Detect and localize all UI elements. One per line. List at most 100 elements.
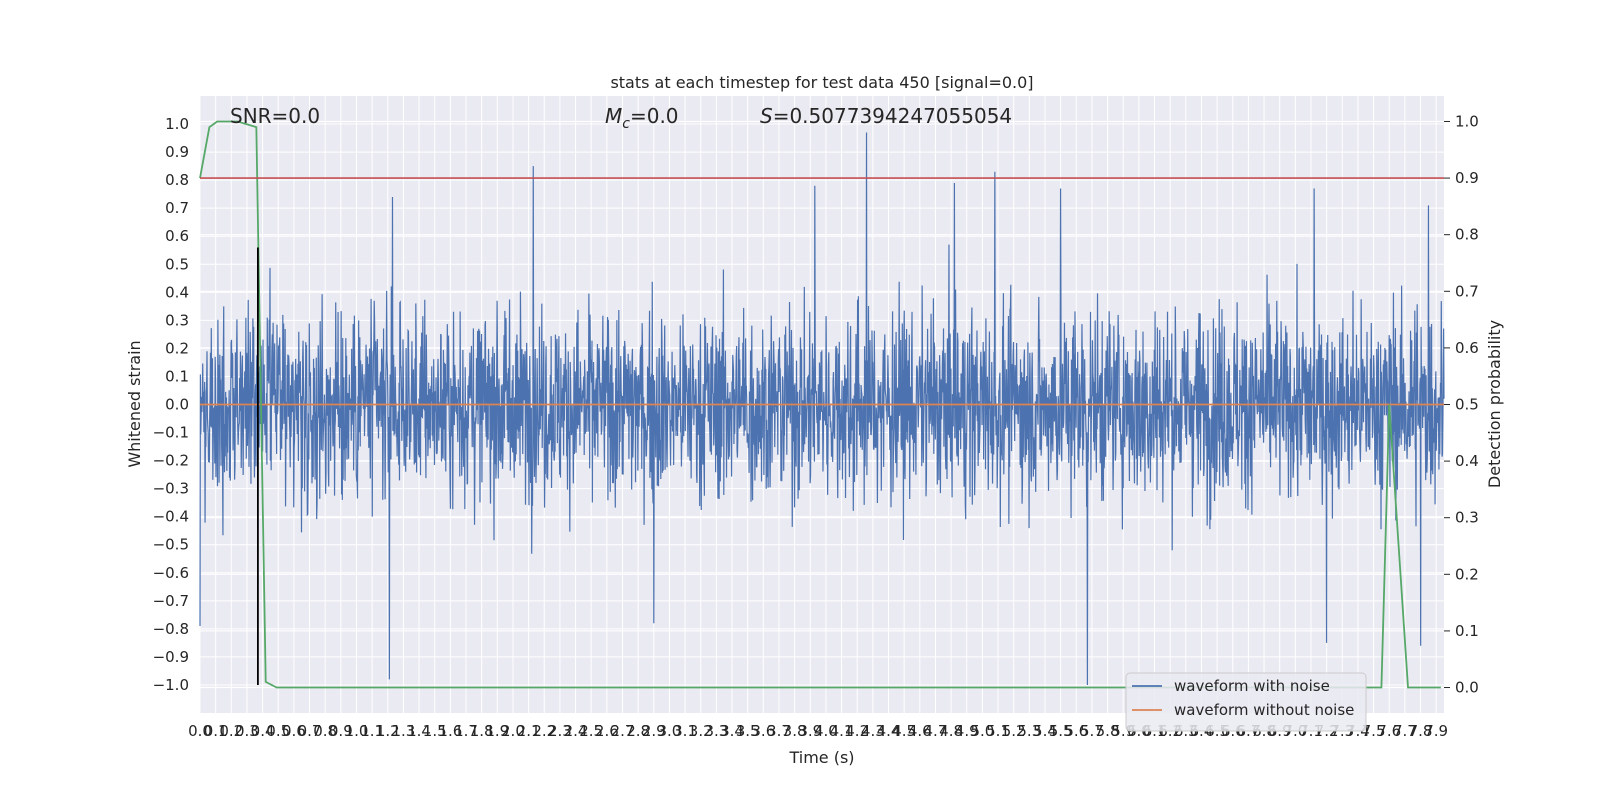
y-tick-label: 0.6 (165, 227, 189, 245)
chart-title: stats at each timestep for test data 450… (610, 73, 1033, 92)
y-tick-label: 0.9 (165, 143, 189, 161)
x-tick-label: 2.9 (642, 722, 666, 740)
y-tick-label: 0.4 (165, 283, 189, 301)
x-tick-label: 5.2 (1002, 722, 1026, 740)
y-tick-label: 0.8 (165, 171, 189, 189)
x-tick-label: 7.5 (1362, 722, 1386, 740)
x-tick-label: 4.9 (955, 722, 979, 740)
x-tick-label: 4.0 (814, 722, 838, 740)
x-tick-label: 0.2 (219, 722, 243, 740)
x-tick-label: 5.7 (1080, 722, 1104, 740)
y2-ticks: 1.0 0.9 0.8 0.7 0.6 0.5 0.4 0.3 0.2 0.1 0.0 (1444, 112, 1479, 697)
x-tick-label: 7.8 (1409, 722, 1433, 740)
snr-annotation: SNR=0.0 (230, 104, 320, 128)
x-tick-label: 0.5 (266, 722, 290, 740)
y-tick-label: 0.3 (165, 311, 189, 329)
y-tick-label: 0.2 (165, 339, 189, 357)
x-tick-label: 0.8 (313, 722, 337, 740)
y2-tick-label: 0.8 (1455, 226, 1479, 244)
x-tick-label: 3.9 (798, 722, 822, 740)
x-tick-label: 0.7 (298, 722, 322, 740)
x-tick-label: 4.7 (924, 722, 948, 740)
y-tick-label: 0.1 (165, 367, 189, 385)
x-tick-label: 4.8 (939, 722, 963, 740)
x-tick-label: 3.3 (704, 722, 728, 740)
y2-tick-label: 0.6 (1455, 339, 1479, 357)
x-tick-label: 2.0 (501, 722, 525, 740)
mc-annotation: Mc=0.0 (605, 104, 679, 132)
detection-probability-line (199, 120, 1441, 689)
y2-tick-label: 0.9 (1455, 169, 1479, 187)
x-tick-label: 1.6 (438, 722, 462, 740)
x-tick-label: 5.3 (1017, 722, 1041, 740)
y-tick-label: −0.9 (153, 648, 189, 666)
y2-tick-label: 0.5 (1455, 396, 1479, 414)
legend: waveform with noise waveform without noi… (1125, 672, 1367, 732)
legend-label-clean: waveform without noise (1174, 701, 1354, 719)
y-tick-label: −0.2 (153, 452, 189, 470)
reference-lines (200, 177, 1444, 685)
x-tick-label: 1.1 (360, 722, 384, 740)
x-tick-label: 7.6 (1377, 722, 1401, 740)
x-tick-label: 1.9 (485, 722, 509, 740)
x-tick-label: 0.6 (282, 722, 306, 740)
s-symbol: S (760, 104, 773, 128)
y2-tick-label: 0.7 (1455, 282, 1479, 300)
x-tick-label: 7.9 (1424, 722, 1448, 740)
series-detection-probability (199, 120, 1441, 689)
x-tick-label: 3.6 (751, 722, 775, 740)
y-tick-label: −0.5 (153, 536, 189, 554)
x-tick-label: 4.2 (845, 722, 869, 740)
x-tick-label: 2.2 (532, 722, 556, 740)
x-tick-label: 1.7 (454, 722, 478, 740)
y-tick-label: −0.7 (153, 592, 189, 610)
y-tick-label: 0.0 (165, 396, 189, 414)
mc-value: =0.0 (630, 104, 679, 128)
mc-subscript: c (622, 116, 630, 132)
y-tick-label: 0.5 (165, 255, 189, 273)
x-tick-label: 0.1 (204, 722, 228, 740)
x-tick-label: 2.7 (611, 722, 635, 740)
legend-box (1125, 672, 1367, 732)
x-tick-label: 5.0 (970, 722, 994, 740)
y2-tick-label: 0.3 (1455, 509, 1479, 527)
y-tick-label: −1.0 (153, 676, 189, 694)
x-tick-label: 1.8 (470, 722, 494, 740)
x-tick-label: 7.7 (1393, 722, 1417, 740)
y2-tick-label: 0.0 (1455, 679, 1479, 697)
x-tick-label: 5.5 (1049, 722, 1073, 740)
y-tick-label: 1.0 (165, 115, 189, 133)
y-tick-label: 0.7 (165, 199, 189, 217)
x-tick-label: 2.3 (548, 722, 572, 740)
s-value: =0.5077394247055054 (773, 104, 1012, 128)
x-tick-label: 2.4 (564, 722, 588, 740)
x-tick-label: 3.7 (767, 722, 791, 740)
x-axis-label: Time (s) (788, 748, 854, 767)
x-tick-label: 4.4 (877, 722, 901, 740)
x-tick-label: 2.8 (626, 722, 650, 740)
x-tick-label: 3.5 (736, 722, 760, 740)
x-tick-label: 4.3 (861, 722, 885, 740)
x-tick-label: 0.9 (329, 722, 353, 740)
x-tick-label: 5.4 (1033, 722, 1057, 740)
y2-tick-label: 0.2 (1455, 565, 1479, 583)
y-axis-label: Whitened strain (125, 340, 144, 467)
y2-tick-label: 1.0 (1455, 112, 1479, 130)
x-tick-label: 2.1 (517, 722, 541, 740)
x-tick-label: 1.3 (391, 722, 415, 740)
s-annotation: S=0.5077394247055054 (760, 104, 1012, 128)
x-tick-label: 5.8 (1096, 722, 1120, 740)
x-tick-label: 3.8 (783, 722, 807, 740)
y-tick-label: −0.8 (153, 620, 189, 638)
x-tick-label: 0.4 (251, 722, 275, 740)
x-tick-label: 4.5 (892, 722, 916, 740)
y2-tick-label: 0.4 (1455, 452, 1479, 470)
y-tick-label: −0.4 (153, 508, 189, 526)
mc-symbol: M (605, 104, 622, 128)
x-tick-label: 1.5 (423, 722, 447, 740)
y-tick-label: −0.1 (153, 424, 189, 442)
x-tick-label: 3.2 (689, 722, 713, 740)
y2-axis-label: Detection probability (1485, 320, 1504, 488)
x-tick-label: 0.0 (188, 722, 212, 740)
